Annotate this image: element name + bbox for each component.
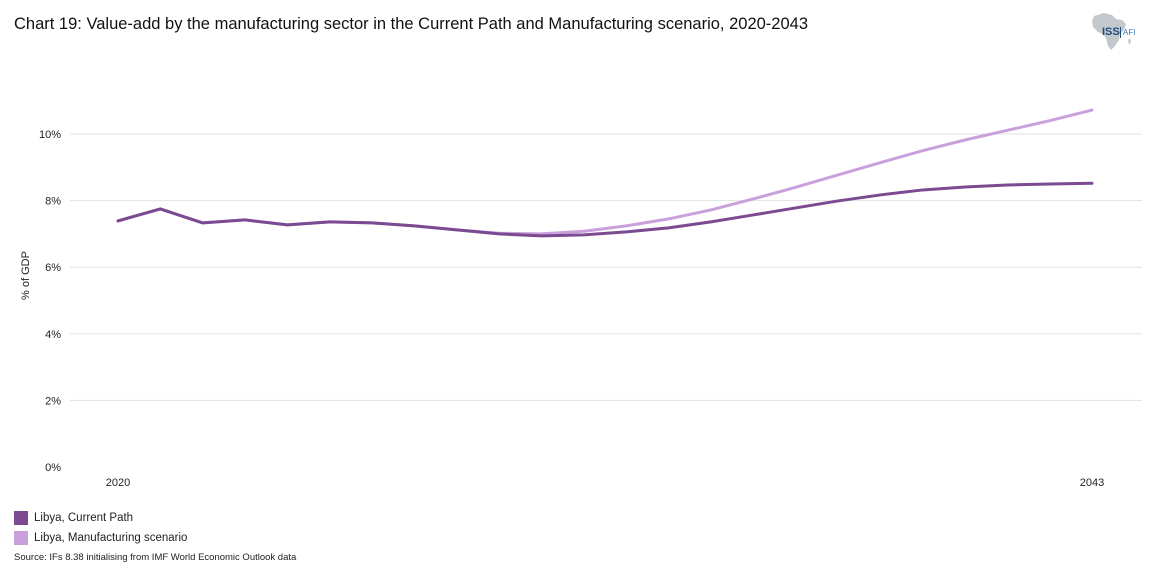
y-tick-label: 8% [45,196,61,208]
logo-divider [1120,27,1121,38]
x-tick-label: 2043 [1080,477,1104,489]
legend-swatch-manufacturing [14,531,28,545]
logo-text-afi: AFI [1123,28,1136,37]
chart-title: Chart 19: Value-add by the manufacturing… [14,15,809,33]
source-note: Source: IFs 8.38 initialising from IMF W… [14,552,297,563]
logo-text-iss: ISS [1102,26,1120,38]
legend-label-current-path: Libya, Current Path [34,512,134,524]
legend-item-current-path: Libya, Current Path [14,508,187,528]
series-line-current-path [116,181,1094,238]
y-tick-label: 2% [45,395,61,407]
y-tick-label: 6% [45,262,61,274]
series-line-manufacturing-scenario [116,108,1094,236]
x-axis-ticks: 2020 2043 [106,477,1104,489]
y-axis-label: % of GDP [20,251,32,300]
y-tick-label: 10% [39,129,61,141]
legend: Libya, Current Path Libya, Manufacturing… [14,508,187,548]
legend-label-manufacturing: Libya, Manufacturing scenario [34,532,188,544]
iss-afi-logo: ISS AFI [1086,10,1136,52]
y-tick-label: 4% [45,329,61,341]
legend-item-manufacturing: Libya, Manufacturing scenario [14,528,187,548]
legend-swatch-current-path [14,511,28,525]
gridlines [70,133,1142,401]
africa-map-icon [1092,13,1131,50]
series-lines [116,108,1094,238]
x-tick-label: 2020 [106,477,130,489]
y-tick-label: 0% [45,462,61,474]
y-axis-ticks: 0% 2% 4% 6% 8% 10% [39,129,61,474]
